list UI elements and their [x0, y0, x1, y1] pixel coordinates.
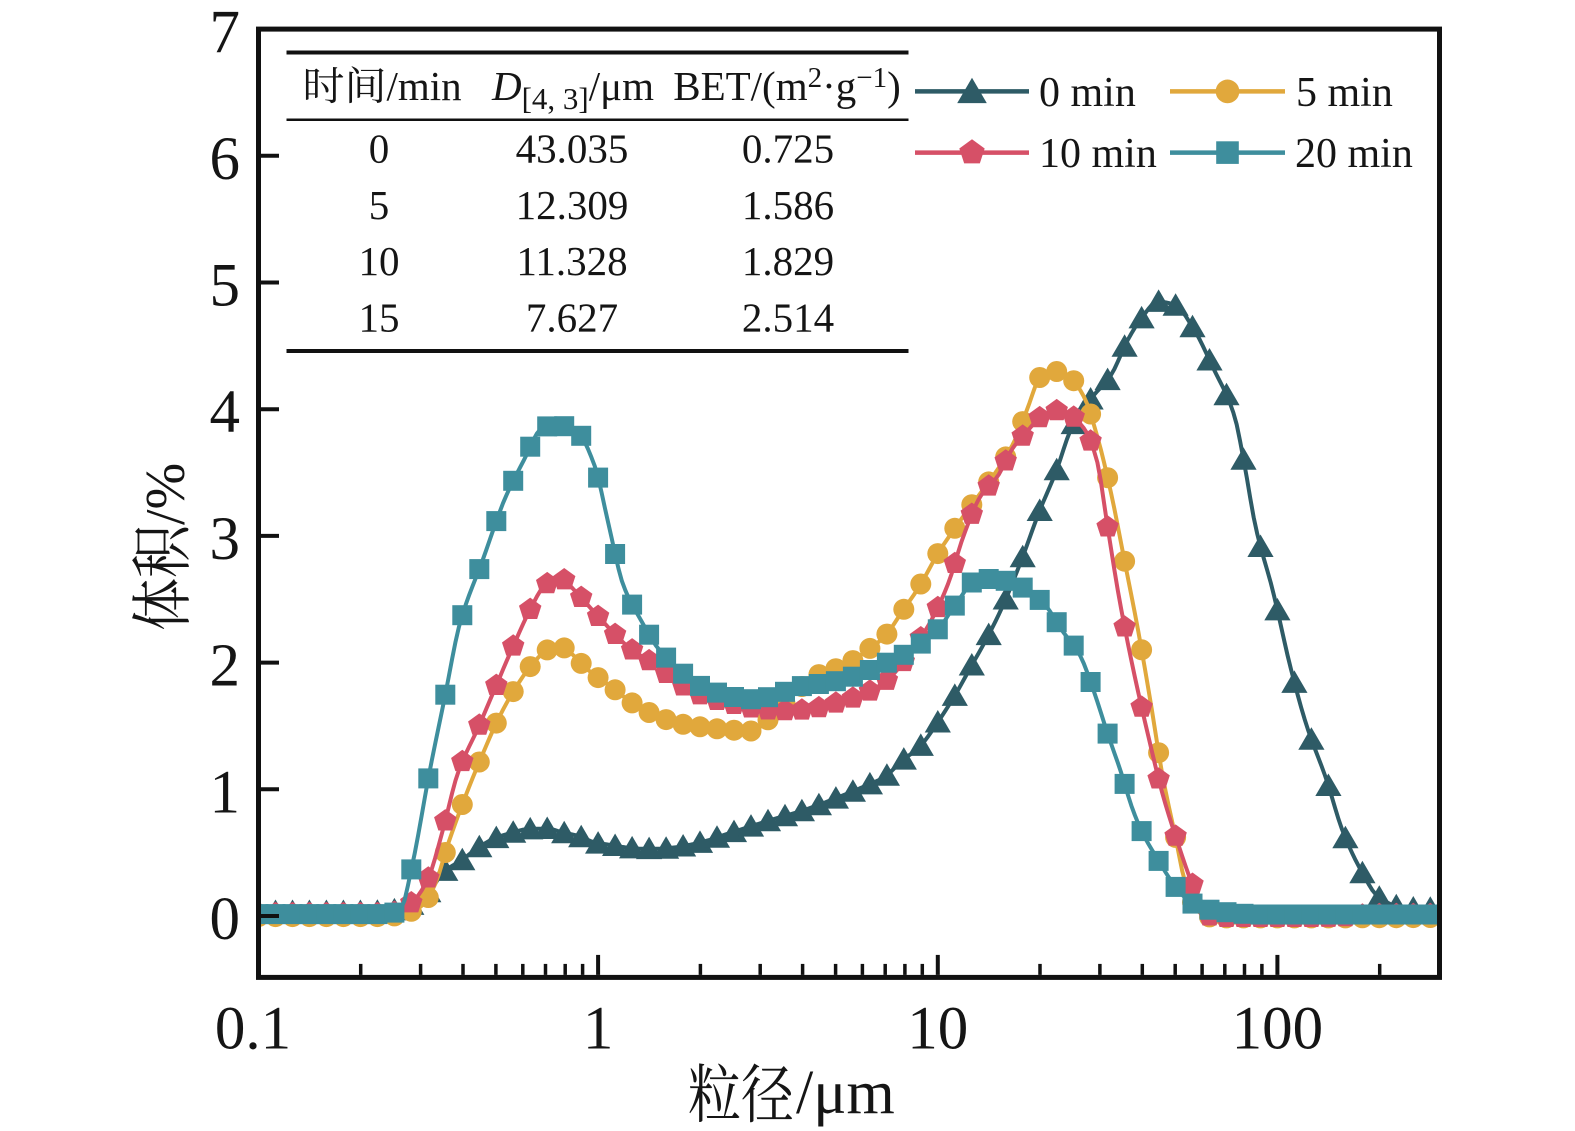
svg-text:/μm: /μm	[796, 1059, 895, 1127]
svg-text:15: 15	[359, 294, 400, 340]
svg-text:2.514: 2.514	[742, 294, 834, 340]
svg-text:10 min: 10 min	[1039, 131, 1157, 177]
svg-text:20 min: 20 min	[1295, 131, 1413, 177]
svg-text:4: 4	[210, 379, 241, 446]
svg-text:10: 10	[359, 238, 400, 284]
svg-text:/min: /min	[387, 63, 462, 109]
svg-text:5 min: 5 min	[1296, 70, 1393, 116]
svg-text:0: 0	[369, 126, 390, 172]
svg-text:43.035: 43.035	[516, 126, 629, 172]
svg-text:11.328: 11.328	[516, 238, 627, 284]
svg-text:3: 3	[210, 506, 241, 573]
svg-text:1: 1	[583, 996, 614, 1063]
svg-text:12.309: 12.309	[516, 182, 629, 228]
svg-text:6: 6	[210, 126, 241, 193]
svg-text:2: 2	[210, 633, 241, 700]
svg-text:1: 1	[210, 759, 241, 826]
svg-text:5: 5	[210, 253, 241, 320]
svg-text:5: 5	[369, 182, 390, 228]
svg-text:0.725: 0.725	[742, 126, 834, 172]
svg-text:/%: /%	[135, 463, 197, 525]
svg-text:100: 100	[1232, 996, 1324, 1063]
svg-text:1.829: 1.829	[742, 238, 834, 284]
svg-text:7.627: 7.627	[526, 294, 618, 340]
svg-text:D[4, 3]/μm: D[4, 3]/μm	[491, 63, 654, 116]
svg-text:0.1: 0.1	[215, 996, 291, 1063]
svg-text:0 min: 0 min	[1039, 70, 1136, 116]
svg-text:7: 7	[210, 0, 241, 66]
svg-text:1.586: 1.586	[742, 182, 834, 228]
svg-text:10: 10	[907, 996, 968, 1063]
svg-text:0: 0	[210, 886, 241, 953]
